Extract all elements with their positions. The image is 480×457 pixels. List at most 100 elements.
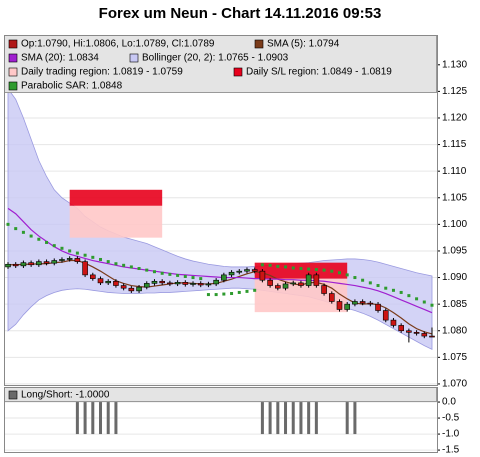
- sar-dot: [60, 246, 64, 250]
- bar: [276, 402, 280, 435]
- candle-body: [136, 286, 142, 292]
- candle-body: [398, 325, 404, 332]
- region: [69, 205, 163, 238]
- sar-dot: [314, 268, 318, 272]
- y-tick-label: 1.090: [442, 272, 467, 283]
- candle-body: [51, 260, 58, 264]
- sar-dot: [291, 266, 295, 270]
- sar-dot: [422, 300, 426, 304]
- candle-body: [321, 285, 327, 294]
- candle-body: [36, 261, 42, 266]
- sar-dot: [368, 281, 372, 285]
- candle-body: [82, 261, 88, 276]
- sar-dot: [260, 263, 264, 267]
- sar-dot: [268, 263, 272, 267]
- legend-swatch: [8, 39, 18, 49]
- candle-body: [90, 274, 96, 279]
- candle-body: [197, 283, 204, 286]
- candle-body: [359, 301, 366, 304]
- sar-dot: [307, 267, 311, 271]
- candle-body: [367, 302, 374, 305]
- sar-dot: [68, 249, 72, 253]
- candle-body: [59, 259, 65, 261]
- plot-frame: [4, 35, 438, 386]
- sar-dot: [199, 277, 203, 281]
- candle-body: [43, 261, 50, 264]
- sar-dot: [230, 292, 234, 296]
- candle-body: [151, 280, 158, 284]
- y-tick-label: 1.075: [442, 352, 467, 363]
- bar: [307, 402, 311, 435]
- sar-dot: [114, 262, 118, 266]
- candle-body: [97, 278, 104, 284]
- sar-dot: [83, 253, 87, 257]
- sar-dot: [407, 294, 411, 298]
- candle-body: [259, 270, 266, 281]
- legend-label: Parabolic SAR: 1.0848: [21, 81, 123, 92]
- sar-dot: [52, 244, 56, 248]
- sar-dot: [206, 293, 210, 297]
- sar-dot: [160, 271, 164, 275]
- candle-body: [174, 282, 181, 285]
- sar-dot: [384, 286, 388, 290]
- bar: [345, 402, 349, 435]
- y-tick-label: 1.070: [442, 379, 467, 390]
- legend-swatch: [233, 67, 243, 77]
- chart-title: Forex um Neun - Chart 14.11.2016 09:53: [99, 5, 382, 22]
- y-tick-label: 1.125: [442, 86, 467, 97]
- sar-dot: [91, 255, 95, 259]
- candle-body: [5, 263, 11, 268]
- sar-dot: [145, 268, 149, 272]
- legend-swatch: [8, 53, 18, 63]
- bar: [114, 402, 118, 435]
- candle-body: [382, 310, 389, 321]
- candle-body: [221, 274, 227, 281]
- sar-dot: [253, 288, 257, 292]
- candle-body: [298, 282, 304, 286]
- y-tick-label: 0.0: [442, 397, 456, 408]
- candle-body: [290, 282, 297, 285]
- candle-body: [429, 335, 435, 338]
- y-tick-label: 1.105: [442, 192, 467, 203]
- sar-dot: [245, 289, 249, 293]
- sar-dot: [99, 257, 103, 261]
- candle-body: [74, 258, 81, 262]
- candle-body: [66, 258, 73, 260]
- candle-body: [167, 282, 173, 285]
- y-tick-label: 1.130: [442, 59, 467, 70]
- sar-dot: [330, 269, 334, 273]
- candle-body: [182, 282, 189, 285]
- candle-body: [313, 274, 320, 286]
- region: [254, 262, 348, 279]
- sar-dot: [353, 276, 357, 280]
- bar: [106, 402, 110, 435]
- sar-dot: [106, 260, 110, 264]
- candle-body: [344, 303, 351, 310]
- candle-body: [213, 279, 219, 285]
- plot-frame: [4, 387, 438, 453]
- bar: [91, 402, 95, 435]
- candle-body: [228, 271, 235, 276]
- sar-dot: [168, 272, 172, 276]
- sar-dot: [14, 227, 18, 231]
- sar-dot: [299, 267, 303, 271]
- candle-body: [190, 283, 196, 285]
- sar-dot: [45, 240, 49, 244]
- bar: [291, 402, 295, 435]
- candle-body: [205, 283, 212, 286]
- bar: [353, 402, 357, 435]
- region: [69, 189, 163, 206]
- y-tick-label: -0.5: [442, 413, 460, 424]
- candle-body: [113, 280, 119, 286]
- sar-dot: [214, 293, 218, 297]
- legend-label: SMA (5): 1.0794: [267, 39, 340, 50]
- bar: [314, 402, 318, 435]
- y-tick-label: 1.080: [442, 325, 467, 336]
- candle-body: [28, 262, 34, 266]
- legend-label: Daily trading region: 1.0819 - 1.0759: [21, 67, 183, 78]
- sar-dot: [415, 297, 419, 301]
- bar: [268, 402, 272, 435]
- candle-body: [305, 274, 312, 286]
